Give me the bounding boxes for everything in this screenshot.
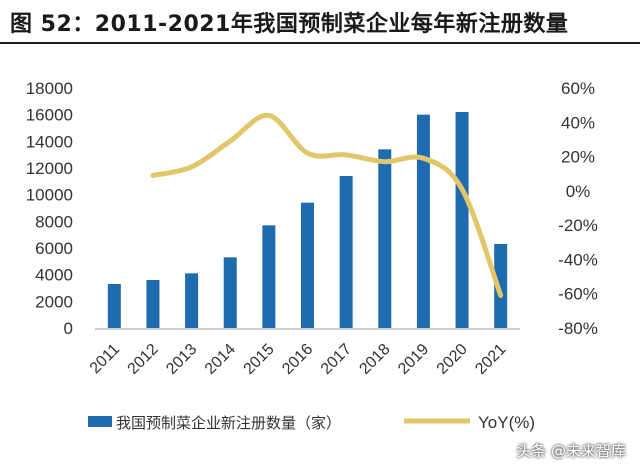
x-tick-label: 2011 (87, 341, 123, 377)
bar (339, 176, 353, 328)
left-tick-label: 12000 (26, 159, 73, 178)
left-axis-ticks: 0 2000 4000 6000 8000 10000 12000 14000 16000 180… (26, 79, 73, 338)
x-tick-label: 2016 (279, 341, 316, 378)
right-tick-label: -40% (558, 250, 598, 269)
bar (494, 244, 508, 328)
x-tick-label: 2013 (163, 341, 200, 378)
bar (416, 114, 430, 329)
left-tick-label: 6000 (35, 239, 73, 258)
legend-line-label: YoY(%) (478, 413, 535, 432)
left-tick-label: 4000 (35, 266, 73, 285)
right-tick-label: -80% (558, 319, 598, 338)
left-tick-label: 0 (64, 319, 73, 338)
bar (107, 284, 121, 328)
watermark: 头条 @未来智库 (516, 442, 626, 460)
x-axis-ticks: 2011 2012 2013 2014 2015 2016 2017 2018 2019 2020… (87, 341, 510, 378)
bar (223, 257, 237, 328)
x-tick-label: 2017 (318, 341, 355, 378)
bar (301, 202, 314, 328)
legend-bar-swatch (88, 416, 112, 427)
title-bar: 图 52：2011-2021年我国预制菜企业每年新注册数量 (0, 0, 640, 44)
left-tick-label: 16000 (26, 106, 73, 125)
legend: 我国预制菜企业新注册数量（家） YoY(%) (88, 413, 535, 432)
bar (185, 273, 199, 328)
bar (378, 149, 392, 328)
x-tick-label: 2014 (202, 341, 239, 378)
x-tick-label: 2021 (472, 341, 509, 378)
x-tick-label: 2012 (125, 341, 162, 378)
right-tick-label: -20% (558, 216, 598, 235)
x-tick-label: 2019 (395, 341, 432, 378)
legend-bar-label: 我国预制菜企业新注册数量（家） (116, 414, 341, 432)
left-tick-label: 10000 (26, 186, 73, 205)
left-tick-label: 14000 (26, 132, 73, 151)
right-tick-label: -60% (558, 285, 598, 304)
bars (107, 112, 508, 329)
x-tick-label: 2018 (356, 341, 393, 378)
x-tick-label: 2015 (241, 341, 278, 378)
yoy-line (150, 112, 504, 298)
right-tick-label: 0% (566, 182, 591, 201)
bar (455, 112, 469, 328)
right-axis-ticks: -80% -60% -40% -20% 0% 20% 40% 60% (558, 79, 598, 338)
left-tick-label: 2000 (35, 292, 73, 311)
bar (262, 225, 276, 328)
bar (146, 280, 160, 328)
left-tick-label: 8000 (35, 212, 73, 231)
x-tick-label: 2020 (434, 341, 471, 378)
right-tick-label: 40% (561, 113, 595, 132)
left-tick-label: 18000 (26, 79, 73, 98)
chart-title: 图 52：2011-2021年我国预制菜企业每年新注册数量 (10, 12, 569, 37)
right-tick-label: 60% (561, 79, 595, 98)
right-tick-label: 20% (561, 148, 595, 167)
